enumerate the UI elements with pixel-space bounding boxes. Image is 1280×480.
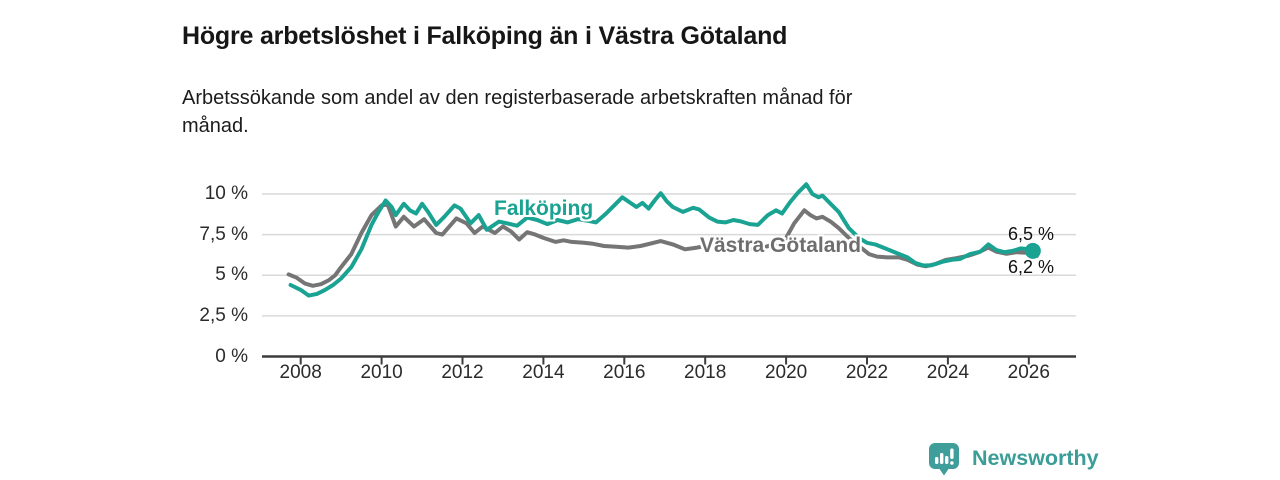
y-axis-tick-label: 0 % <box>215 345 248 367</box>
x-axis-tick-label: 2026 <box>1007 362 1050 383</box>
end-value-label-vastra-gotaland: 6,2 % <box>1008 257 1055 277</box>
x-axis-tick-label: 2016 <box>603 362 646 383</box>
series-label-falkoping: Falköping <box>494 197 594 220</box>
newsworthy-logo[interactable]: Newsworthy <box>926 440 1099 476</box>
y-axis-tick-label: 7,5 % <box>199 223 248 245</box>
x-axis-tick-label: 2020 <box>764 362 808 383</box>
x-axis-tick-label: 2012 <box>441 362 484 383</box>
series-line-v-stra-g-taland <box>286 202 1039 288</box>
end-value-label-falkoping: 6,5 % <box>1008 224 1055 244</box>
series-label-vastra-gotaland: Västra Götaland <box>700 234 862 257</box>
series-end-dot <box>1024 242 1041 259</box>
chart-subtitle: Arbetssökande som andel av den registerb… <box>182 87 853 137</box>
y-axis-tick-label: 2,5 % <box>199 304 248 326</box>
newsworthy-icon <box>929 443 959 476</box>
x-axis-tick-label: 2022 <box>845 362 889 383</box>
chart-title: Högre arbetslöshet i Falköping än i Väst… <box>182 21 788 50</box>
x-axis-tick-label: 2008 <box>279 362 322 383</box>
newsworthy-wordmark: Newsworthy <box>972 445 1099 470</box>
x-axis-tick-label: 2010 <box>360 362 403 383</box>
y-axis-tick-label: 5 % <box>215 264 248 286</box>
x-axis-tick-label: 2014 <box>522 362 565 383</box>
x-axis-tick-label: 2018 <box>684 362 727 383</box>
y-axis-tick-label: 10 % <box>204 183 248 204</box>
series-line-falk-ping <box>288 182 1035 298</box>
x-axis-tick-label: 2024 <box>926 362 970 383</box>
